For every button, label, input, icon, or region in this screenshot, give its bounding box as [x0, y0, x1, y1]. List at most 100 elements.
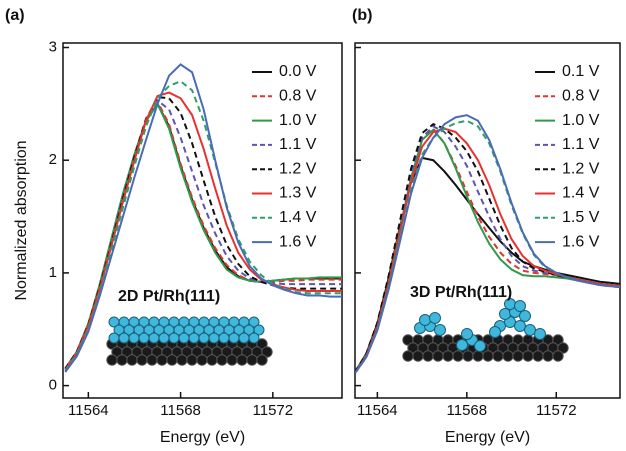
atom — [557, 342, 569, 354]
atom — [402, 350, 414, 362]
legend-label: 1.1 V — [279, 136, 317, 153]
legend-label: 0.0 V — [279, 63, 317, 80]
legend-label: 1.6 V — [562, 233, 600, 250]
legend-label: 1.6 V — [279, 233, 317, 250]
atom — [188, 332, 200, 344]
y-axis-label: Normalized absorption — [13, 140, 30, 300]
legend-label: 1.3 V — [279, 185, 317, 202]
atom — [156, 354, 168, 366]
x-axis-label: Energy (eV) — [445, 429, 530, 446]
atom — [208, 332, 220, 344]
annotation: 3D Pt/Rh(111) — [410, 284, 512, 301]
atom — [419, 314, 431, 326]
atom — [128, 332, 140, 344]
atom — [138, 332, 150, 344]
annotation: 2D Pt/Rh(111) — [118, 288, 220, 305]
atom — [452, 350, 464, 362]
atom — [108, 332, 120, 344]
x-axis-label: Energy (eV) — [160, 429, 245, 446]
atom — [146, 354, 158, 366]
atom — [532, 350, 544, 362]
x-tick-label: 11564 — [357, 402, 398, 419]
y-tick-label: 2 — [49, 151, 57, 168]
atom — [176, 354, 188, 366]
atom — [196, 354, 208, 366]
atom — [432, 350, 444, 362]
x-tick-label: 11568 — [447, 402, 488, 419]
legend-label: 1.0 V — [279, 112, 317, 129]
atom — [186, 354, 198, 366]
panel-label: (a) — [5, 7, 25, 24]
legend-label: 1.5 V — [562, 209, 600, 226]
atom — [116, 354, 128, 366]
series-line — [64, 63, 342, 373]
atom — [248, 316, 260, 328]
atom — [206, 354, 218, 366]
plot-frame — [62, 42, 343, 399]
legend-label: 1.0 V — [562, 112, 600, 129]
atom — [502, 350, 514, 362]
atom — [218, 332, 230, 344]
series-line — [355, 114, 620, 374]
x-tick-label: 11572 — [536, 402, 577, 419]
atom — [456, 339, 468, 351]
atom — [158, 332, 170, 344]
atom — [462, 350, 474, 362]
legend-label: 0.8 V — [279, 88, 317, 105]
legend-label: 1.4 V — [562, 185, 600, 202]
inset — [402, 298, 569, 362]
atom — [524, 324, 536, 336]
x-tick-label: 11564 — [68, 402, 109, 419]
atom — [126, 354, 138, 366]
atom — [253, 324, 265, 336]
atom — [472, 350, 484, 362]
series-line — [64, 101, 342, 370]
atom — [256, 354, 268, 366]
series-line — [64, 80, 342, 372]
atom — [236, 354, 248, 366]
atom — [246, 354, 258, 366]
legend-label: 1.1 V — [562, 136, 600, 153]
y-tick-label: 3 — [49, 38, 57, 55]
atom — [226, 354, 238, 366]
atom — [534, 328, 546, 340]
atom — [136, 354, 148, 366]
atom — [519, 310, 531, 322]
atom — [542, 350, 554, 362]
atom — [148, 332, 160, 344]
atom — [198, 332, 210, 344]
atom — [434, 324, 446, 336]
atom — [228, 332, 240, 344]
legend-label: 1.2 V — [279, 160, 317, 177]
atom — [106, 354, 118, 366]
atom — [422, 350, 434, 362]
y-tick-label: 1 — [49, 264, 57, 281]
atom — [482, 350, 494, 362]
atom — [248, 332, 260, 344]
atom — [412, 350, 424, 362]
legend-label: 1.4 V — [279, 209, 317, 226]
atom — [512, 350, 524, 362]
atom — [166, 354, 178, 366]
inset — [106, 316, 273, 366]
atom — [216, 354, 228, 366]
atom — [429, 312, 441, 324]
atom — [461, 328, 473, 340]
plot-frame — [354, 42, 621, 399]
y-tick-label: 0 — [49, 377, 57, 394]
atom — [552, 350, 564, 362]
atom — [489, 326, 501, 338]
atom — [168, 332, 180, 344]
atom — [474, 340, 486, 352]
atom — [178, 332, 190, 344]
atom — [499, 308, 511, 320]
atom — [256, 338, 268, 350]
atom — [514, 300, 526, 312]
legend-label: 0.1 V — [562, 63, 600, 80]
series-line — [355, 127, 620, 374]
x-tick-label: 11568 — [160, 402, 201, 419]
panel-label: (b) — [352, 7, 372, 24]
legend-label: 1.2 V — [562, 160, 600, 177]
atom — [118, 332, 130, 344]
